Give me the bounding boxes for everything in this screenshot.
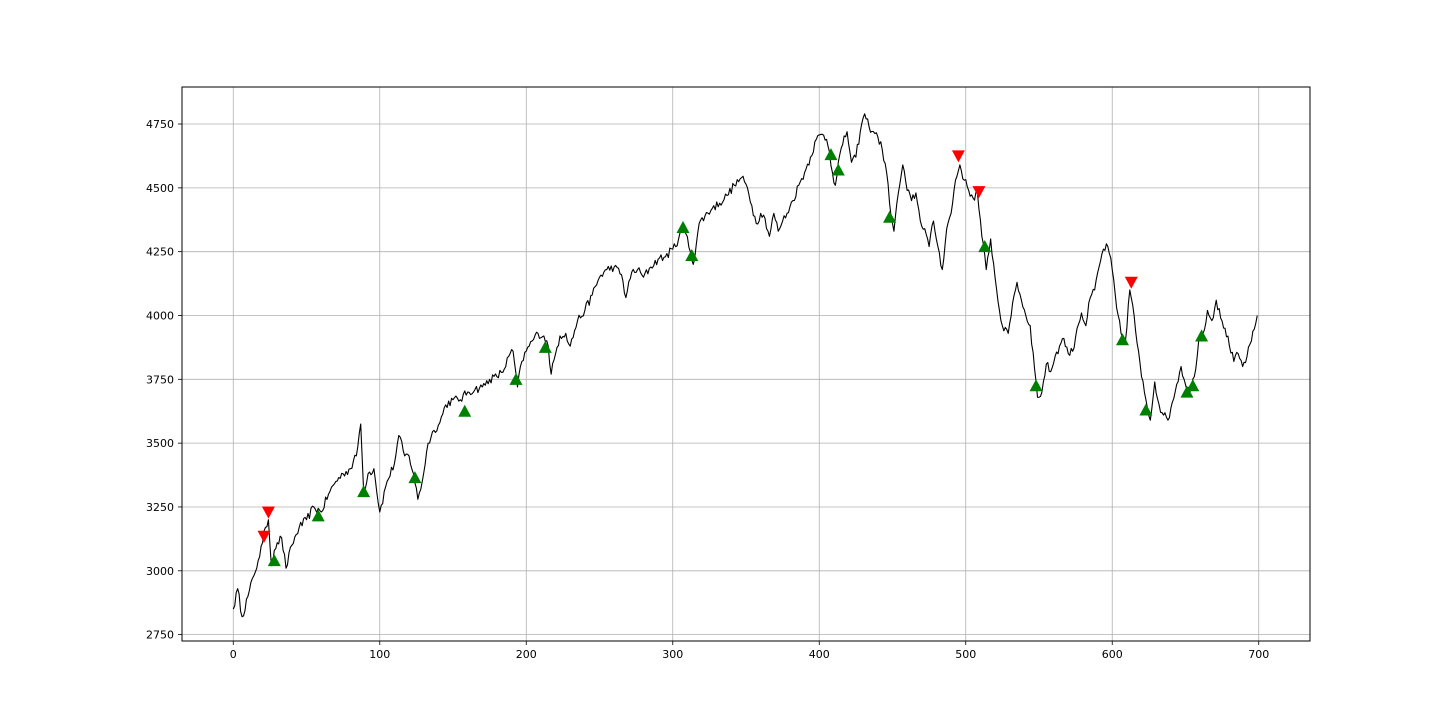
sell-signal-marker	[951, 150, 965, 163]
x-tick-label: 300	[662, 648, 683, 661]
sell-signal-marker	[261, 506, 275, 519]
series-layer	[232, 113, 1258, 618]
y-tick-label: 3750	[146, 373, 174, 386]
sell-signal-marker	[257, 530, 271, 543]
buy-signal-marker	[1115, 333, 1129, 346]
buy-signal-marker	[1180, 385, 1194, 398]
buy-signal-marker	[311, 509, 325, 522]
buy-signal-marker	[978, 240, 992, 253]
y-tick-label: 4000	[146, 309, 174, 322]
buy-signal-marker	[1195, 329, 1209, 342]
y-tick-label: 3000	[146, 565, 174, 578]
buy-signal-marker	[883, 210, 897, 223]
plot-frame	[181, 86, 1311, 642]
sell-signal-marker	[1124, 276, 1138, 289]
x-tick-label: 100	[369, 648, 390, 661]
x-tick-label: 200	[516, 648, 537, 661]
x-tick-label: 500	[955, 648, 976, 661]
buy-signal-marker	[1186, 379, 1200, 392]
buy-signal-marker	[1029, 379, 1043, 392]
sell-signal-marker	[972, 186, 986, 199]
buy-signal-marker	[509, 372, 523, 385]
buy-signal-marker	[831, 163, 845, 176]
y-tick-label: 2750	[146, 629, 174, 642]
y-tick-label: 4250	[146, 246, 174, 259]
y-tick-label: 3250	[146, 501, 174, 514]
y-tick-label: 4500	[146, 182, 174, 195]
price-line	[232, 113, 1258, 618]
buy-signal-marker	[676, 220, 690, 233]
buy-signal-marker	[824, 148, 838, 161]
x-tick-label: 700	[1248, 648, 1269, 661]
y-tick-label: 4750	[146, 118, 174, 131]
x-tick-label: 0	[230, 648, 237, 661]
buy-signal-marker	[538, 340, 552, 353]
buy-signal-marker	[408, 471, 422, 484]
marker-layer	[257, 148, 1209, 567]
y-tick-label: 3500	[146, 437, 174, 450]
buy-signal-marker	[458, 404, 472, 417]
buy-signal-marker	[267, 554, 281, 567]
buy-signal-marker	[685, 248, 699, 262]
buy-signal-marker	[357, 485, 371, 498]
x-tick-label: 400	[809, 648, 830, 661]
buy-signal-marker	[1139, 403, 1153, 416]
x-tick-label: 600	[1102, 648, 1123, 661]
axes: 0 100 200 300 400 500 600 700 2750 3000 3250 3500 37…	[146, 118, 1269, 661]
